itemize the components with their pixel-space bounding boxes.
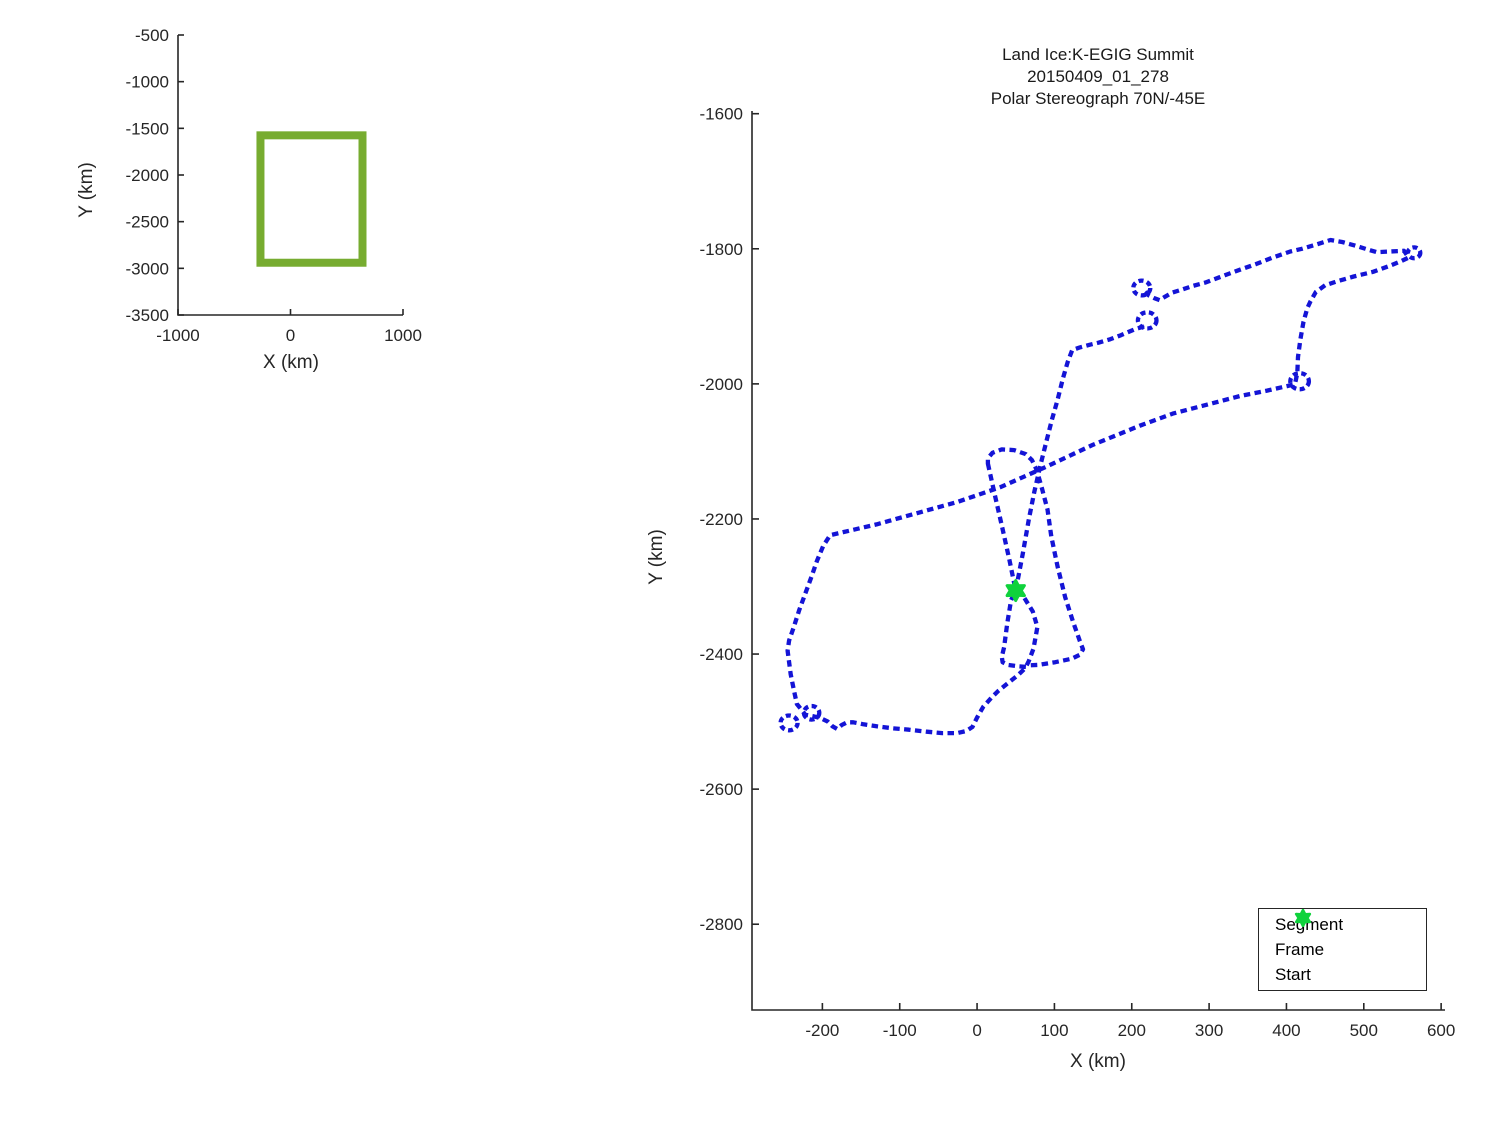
overview-y-axis-label: Y (km) xyxy=(76,162,97,218)
main-plot-axes: -200 -100 0 100 200 300 400 500 600 -1600 -1800 -20… xyxy=(700,105,1456,1040)
overview-extent-rect xyxy=(256,131,367,267)
main-plot-ytick-label: -2000 xyxy=(700,375,743,394)
trajectory-loop xyxy=(801,703,822,722)
overview-plot-xtick-label: -1000 xyxy=(156,326,199,345)
main-plot-title: Land Ice:K-EGIG Summit 20150409_01_278 P… xyxy=(898,44,1298,110)
overview-plot-ytick-label: -3500 xyxy=(126,306,169,325)
title-line-2: 20150409_01_278 xyxy=(1027,67,1169,86)
overview-plot-axes: -1000 0 1000 -500 -1000 -1500 -2000 -2500 -3000 -… xyxy=(126,26,422,345)
legend-label-frame: Frame xyxy=(1275,939,1325,959)
trajectory-loop xyxy=(1131,278,1153,298)
trajectory-tour xyxy=(785,237,1411,736)
main-plot-ytick-label: -2400 xyxy=(700,645,743,664)
main-plot-xtick-label: 200 xyxy=(1118,1021,1146,1040)
legend-row-start: Start xyxy=(1259,909,1426,987)
legend-label-segment: Segment xyxy=(1275,914,1344,934)
main-plot-ytick-label: -1800 xyxy=(700,240,743,259)
main-plot-ytick-label: -2600 xyxy=(700,780,743,799)
title-line-1: Land Ice:K-EGIG Summit xyxy=(1002,45,1194,64)
overview-plot-xtick-label: 1000 xyxy=(384,326,422,345)
main-y-axis-label: Y (km) xyxy=(646,529,667,585)
overview-plot-ytick-label: -1500 xyxy=(126,119,169,138)
main-plot-ytick-label: -1600 xyxy=(700,105,743,124)
main-plot-xtick-label: -200 xyxy=(805,1021,839,1040)
main-plot-xtick-label: 400 xyxy=(1272,1021,1300,1040)
main-x-axis-label: X (km) xyxy=(1070,1051,1126,1072)
title-line-3: Polar Stereograph 70N/-45E xyxy=(990,89,1206,108)
legend-row-frame: Frame xyxy=(1259,915,1426,962)
overview-x-axis-label: X (km) xyxy=(263,352,319,373)
overview-plot-ytick-label: -2000 xyxy=(126,166,169,185)
trajectory-loop xyxy=(1405,245,1423,261)
overview-plot-ytick-label: -3000 xyxy=(126,259,169,278)
overview-plot-xtick-label: 0 xyxy=(286,326,295,345)
overview-plot-ytick-label: -500 xyxy=(135,26,169,45)
main-plot-xtick-label: 100 xyxy=(1040,1021,1068,1040)
legend: Segment Frame Start xyxy=(1258,908,1427,991)
trajectory-racetrack-loop xyxy=(985,447,1086,668)
overview-plot-ytick-label: -1000 xyxy=(126,73,169,92)
main-plot-xtick-label: 500 xyxy=(1350,1021,1378,1040)
overview-plot-ytick-label: -2500 xyxy=(126,213,169,232)
main-plot-ytick-label: -2200 xyxy=(700,510,743,529)
main-plot-xtick-label: 0 xyxy=(972,1021,981,1040)
main-plot-xtick-label: 300 xyxy=(1195,1021,1223,1040)
trajectory xyxy=(778,237,1423,736)
main-plot-xtick-label: 600 xyxy=(1427,1021,1455,1040)
main-plot-ytick-label: -2800 xyxy=(700,915,743,934)
trajectory-loop xyxy=(1135,310,1159,331)
legend-row-segment: Segment xyxy=(1259,913,1426,937)
trajectory-loop xyxy=(778,713,800,733)
legend-label-start: Start xyxy=(1275,964,1311,984)
start-marker xyxy=(1005,579,1026,603)
main-plot-xtick-label: -100 xyxy=(883,1021,917,1040)
trajectory-loop xyxy=(1288,370,1312,392)
start-hexagram-icon xyxy=(1294,909,1312,927)
